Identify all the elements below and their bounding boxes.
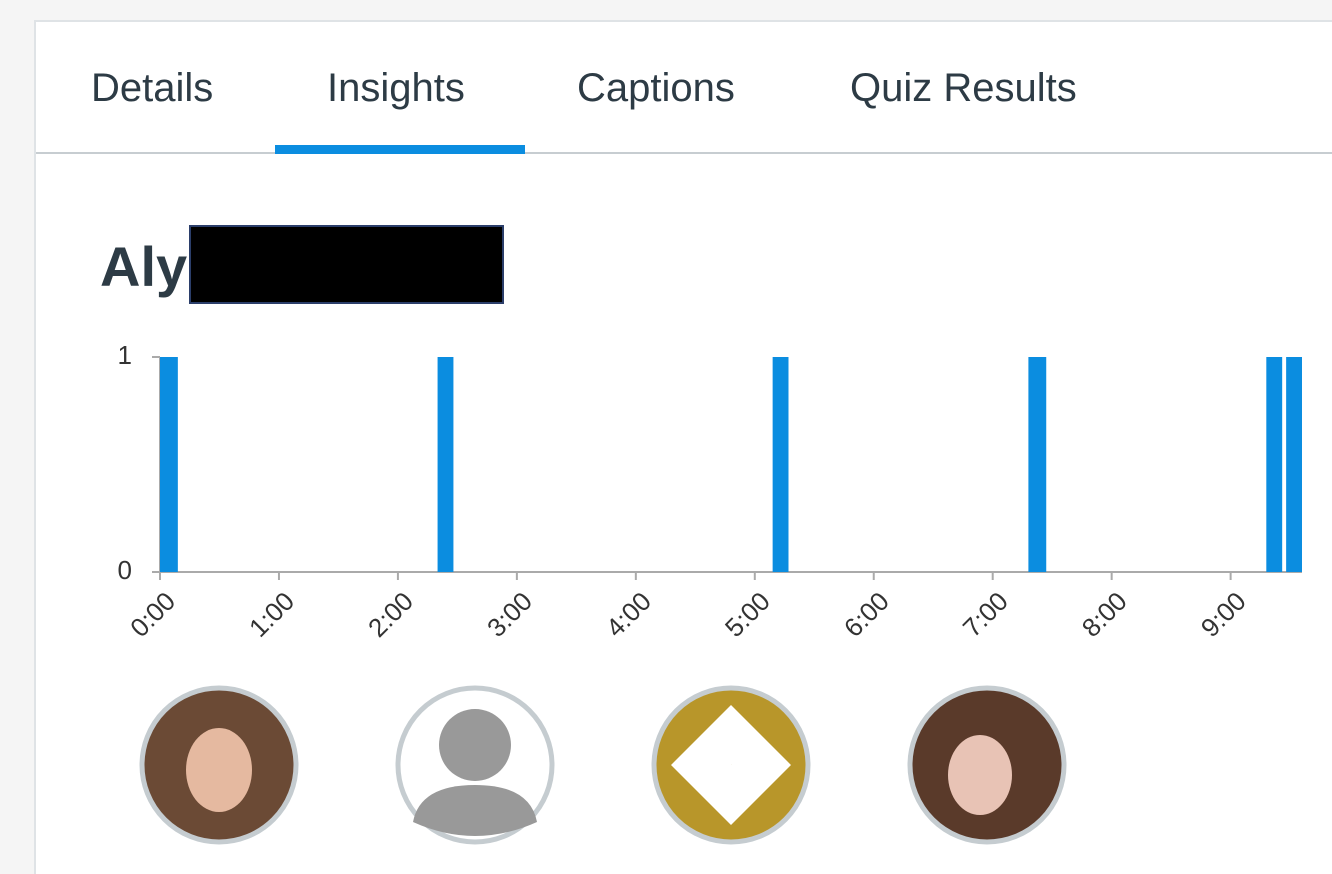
y-tick-label: 1 — [118, 340, 132, 370]
chart: 0 1 0:00 1:00 2:00 3:00 4:00 5:00 6:00 7:00 8:00 9:… — [0, 0, 1332, 872]
x-tick-label: 5:00 — [719, 586, 776, 643]
x-tick-label: 1:00 — [243, 586, 300, 643]
x-tick-label: 4:00 — [600, 586, 657, 643]
x-tick-label: 2:00 — [362, 586, 419, 643]
x-tick-label: 0:00 — [124, 586, 181, 643]
avatar-head — [439, 709, 511, 781]
y-tick-label: 0 — [118, 555, 132, 585]
x-tick-label: 6:00 — [838, 586, 895, 643]
bar — [1028, 357, 1046, 572]
avatars — [142, 688, 1064, 842]
bar — [773, 357, 789, 572]
avatar-face — [948, 735, 1012, 815]
x-tick-label: 7:00 — [957, 586, 1014, 643]
x-tick-label: 8:00 — [1076, 586, 1133, 643]
x-tick-label: 3:00 — [481, 586, 538, 643]
bar — [438, 357, 454, 572]
bar — [160, 357, 178, 572]
bar — [1286, 357, 1302, 572]
avatar-face — [186, 728, 252, 812]
bar — [1266, 357, 1282, 572]
x-tick-label: 9:00 — [1195, 586, 1252, 643]
